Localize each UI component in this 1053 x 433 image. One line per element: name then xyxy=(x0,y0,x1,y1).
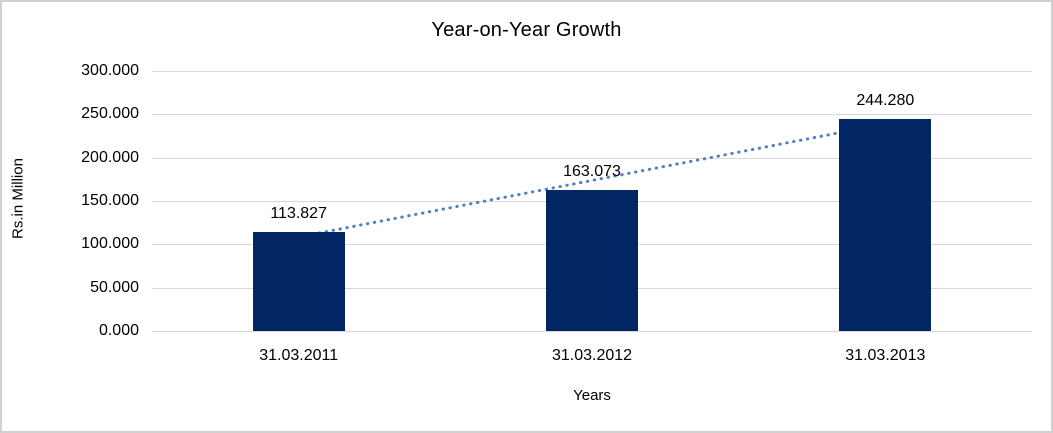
gridline xyxy=(152,71,1032,72)
bar xyxy=(252,232,345,331)
x-tick-label: 31.03.2012 xyxy=(551,347,633,364)
y-tick-label: 200.000 xyxy=(81,148,139,166)
x-tick-label: 31.03.2013 xyxy=(845,347,926,364)
bar-value-label: 244.280 xyxy=(856,92,915,110)
gridline xyxy=(152,114,1032,116)
chart-title: Year-on-Year Growth xyxy=(431,19,622,41)
y-axis-title: Rs.in Million xyxy=(9,158,27,239)
y-tick-label: 150.000 xyxy=(81,192,139,209)
gridline xyxy=(152,331,1032,332)
bar-value-label: 163.073 xyxy=(563,162,621,180)
y-tick-label: 50.000 xyxy=(90,278,139,296)
bar-value-label: 113.827 xyxy=(270,205,327,223)
y-tick-label: 250.000 xyxy=(81,105,139,123)
x-axis-title: Years xyxy=(573,387,611,404)
x-tick-label: 31.03.2011 xyxy=(259,347,339,364)
y-tick-label: 0.000 xyxy=(98,322,139,339)
y-tick-label: 100.000 xyxy=(81,235,139,253)
y-tick-label: 300.000 xyxy=(81,62,139,79)
bar xyxy=(839,119,932,331)
bar xyxy=(546,189,638,331)
